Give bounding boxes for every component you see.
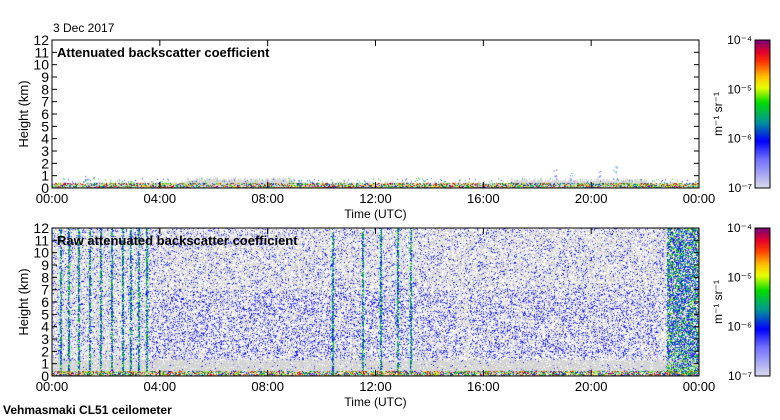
colorbar-attenuated — [755, 40, 770, 188]
y-tick-label: 10 — [33, 245, 49, 261]
y-tick-label: 5 — [41, 118, 49, 134]
colorbar-label: 10⁻⁷ — [728, 181, 752, 195]
x-tick-label: 08:00 — [251, 191, 284, 206]
date-label: 3 Dec 2017 — [53, 21, 115, 35]
y-tick-label: 3 — [41, 331, 49, 347]
y-tick-label: 2 — [41, 155, 49, 171]
y-tick-label: 8 — [41, 81, 49, 97]
panel-title: Attenuated backscatter coefficient — [57, 45, 270, 60]
x-axis-label: Time (UTC) — [344, 395, 406, 409]
y-tick-label: 9 — [41, 257, 49, 273]
x-tick-label: 12:00 — [359, 379, 392, 394]
colorbar-label: 10⁻⁵ — [727, 82, 752, 96]
y-tick-label: 4 — [41, 131, 49, 147]
x-tick-label: 20:00 — [575, 191, 608, 206]
x-tick-label: 08:00 — [251, 379, 284, 394]
heatmap-raw — [52, 228, 699, 376]
x-tick-label: 04:00 — [144, 191, 177, 206]
y-tick-label: 7 — [41, 94, 49, 110]
colorbar-raw — [755, 228, 770, 376]
plot-frame — [51, 227, 700, 377]
x-tick-label: 04:00 — [144, 379, 177, 394]
y-tick-label: 10 — [33, 57, 49, 73]
y-tick-label: 12 — [33, 220, 49, 236]
x-tick-label: 16:00 — [467, 191, 500, 206]
colorbar-frame — [754, 39, 771, 189]
colorbar-label: 10⁻⁶ — [727, 132, 752, 146]
panel-title: Raw attenuated backscatter coefficient — [57, 233, 298, 248]
y-tick-label: 5 — [41, 306, 49, 322]
y-tick-label: 1 — [41, 356, 49, 372]
colorbar-unit: m⁻¹ sr⁻¹ — [711, 92, 725, 136]
x-axis-label: Time (UTC) — [344, 207, 406, 221]
colorbar-unit: m⁻¹ sr⁻¹ — [711, 280, 725, 324]
y-axis-label: Height (km) — [16, 80, 31, 147]
x-tick-label: 16:00 — [467, 379, 500, 394]
y-tick-label: 7 — [41, 282, 49, 298]
y-tick-label: 8 — [41, 269, 49, 285]
heatmap-attenuated — [52, 40, 699, 188]
colorbar-frame — [754, 227, 771, 377]
x-tick-label: 00:00 — [683, 191, 716, 206]
colorbar-label: 10⁻⁴ — [727, 33, 752, 47]
x-tick-label: 12:00 — [359, 191, 392, 206]
colorbar-label: 10⁻⁷ — [728, 369, 752, 383]
y-tick-label: 3 — [41, 143, 49, 159]
y-tick-label: 6 — [41, 294, 49, 310]
x-tick-label: 00:00 — [36, 191, 69, 206]
footer-label: Vehmasmaki CL51 ceilometer — [3, 403, 172, 417]
y-tick-label: 2 — [41, 343, 49, 359]
colorbar-label: 10⁻⁶ — [727, 320, 752, 334]
y-tick-label: 0 — [41, 180, 49, 196]
y-tick-label: 0 — [41, 368, 49, 384]
y-tick-label: 11 — [34, 232, 49, 248]
y-tick-label: 4 — [41, 319, 49, 335]
x-tick-label: 00:00 — [36, 379, 69, 394]
y-axis-label: Height (km) — [16, 268, 31, 335]
x-tick-label: 20:00 — [575, 379, 608, 394]
x-tick-label: 00:00 — [683, 379, 716, 394]
y-tick-label: 11 — [34, 44, 49, 60]
y-tick-label: 12 — [33, 32, 49, 48]
colorbar-label: 10⁻⁴ — [727, 221, 752, 235]
colorbar-label: 10⁻⁵ — [727, 270, 752, 284]
plot-frame — [51, 39, 700, 189]
y-tick-label: 6 — [41, 106, 49, 122]
y-tick-label: 9 — [41, 69, 49, 85]
y-tick-label: 1 — [41, 168, 49, 184]
